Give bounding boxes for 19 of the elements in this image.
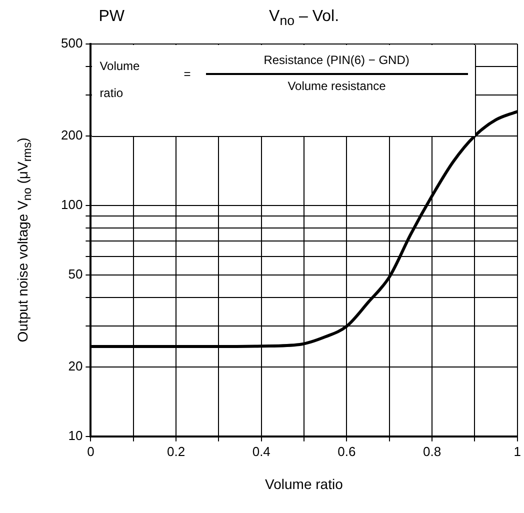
y-tick-label: 50 (68, 266, 83, 282)
x-tick-label: 0.4 (252, 444, 270, 459)
y-tick-label: 10 (68, 428, 83, 443)
annotation: Volume ratio (100, 58, 141, 102)
x-tick-label: 0.6 (338, 444, 356, 459)
annotation: Resistance (PIN(6) − GND) (264, 53, 410, 67)
x-tick-label: 0.8 (423, 444, 442, 459)
chart-title: V$_{no}$ – Vol. (269, 8, 340, 28)
y-tick-label: 20 (68, 358, 83, 374)
x-axis-title: Volume ratio (265, 476, 343, 492)
annotation: Volume resistance (288, 79, 386, 93)
y-tick-label: 500 (60, 36, 83, 51)
x-tick-label: 1 (514, 444, 521, 459)
annotation: = (184, 67, 191, 81)
text: PW (98, 8, 124, 26)
x-tick-label: 0 (87, 444, 94, 459)
y-tick-label: 100 (60, 197, 83, 212)
x-tick-label: 0.2 (166, 444, 186, 459)
y-tick-label: 200 (60, 127, 83, 142)
